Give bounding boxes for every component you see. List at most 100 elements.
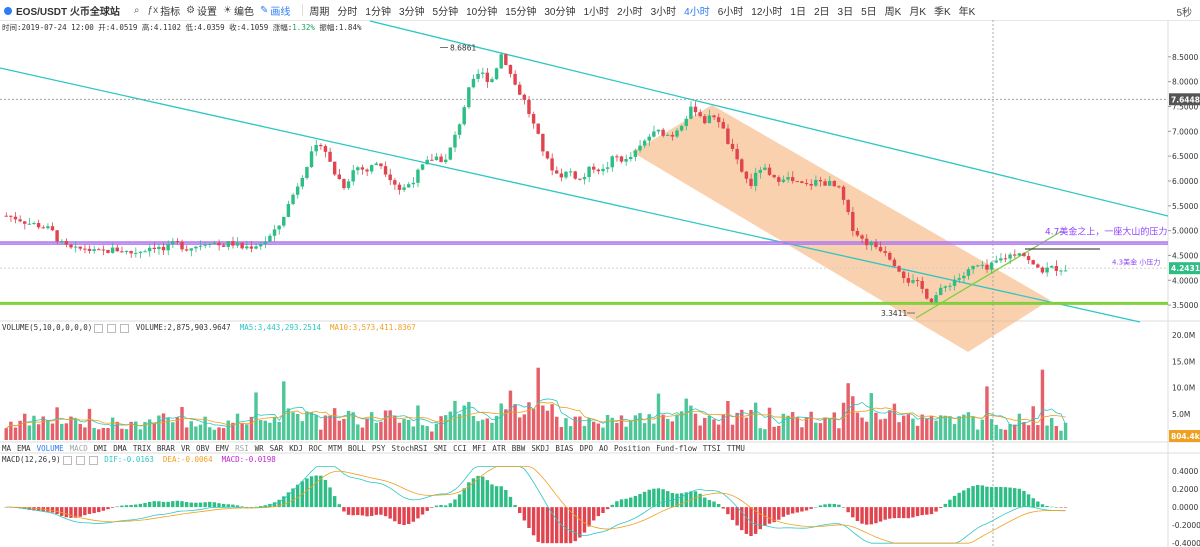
indicator-tab-mtm[interactable]: MTM [328,444,342,453]
theme-button[interactable]: ☀ 编色 [223,3,254,18]
indicator-button[interactable]: ƒx 指标 [148,3,181,18]
period-12[interactable]: 12小时 [751,6,783,18]
indicator-tab-skdj[interactable]: SKDJ [531,444,550,453]
candle-body-22 [106,249,110,253]
visibility-icon[interactable] [62,455,72,465]
candle-body-227 [1054,266,1059,271]
volume-bar-82 [383,410,388,440]
macd-name: MACD(12,26,9) [2,455,61,464]
period-4[interactable]: 10分钟 [466,6,498,18]
indicator-tab-boll[interactable]: BOLL [347,444,366,453]
indicator-tab-obv[interactable]: OBV [195,444,210,453]
indicator-tab-bbw[interactable]: BBW [511,444,526,453]
period-5[interactable]: 15分钟 [505,6,537,18]
indicator-tab-atr[interactable]: ATR [492,444,506,453]
period-15[interactable]: 3日 [837,6,854,18]
period-16[interactable]: 5日 [861,6,877,18]
period-17[interactable]: 周K [884,6,902,18]
indicator-tab-rsi[interactable]: RSI [235,444,249,453]
indicator-tab-ma[interactable]: MA [2,444,12,453]
macd-bar-225 [1045,505,1049,508]
indicator-tab-roc[interactable]: ROC [308,444,323,453]
period-10[interactable]: 4小时 [684,6,710,18]
period-13[interactable]: 1日 [790,6,806,18]
candle-body-52 [245,246,249,249]
volume-bar-60 [282,381,286,440]
period-14[interactable]: 2日 [813,6,830,18]
period-8[interactable]: 2小时 [617,6,643,18]
volume-bar-99 [462,405,466,440]
indicator-tab-vr[interactable]: VR [180,444,190,453]
indicator-tab-volume[interactable]: VOLUME [36,444,64,453]
macd-bar-128 [596,507,601,517]
indicator-tab-dmi[interactable]: DMI [93,444,108,453]
period-0[interactable]: 分时 [337,6,358,18]
period-menu-label[interactable]: 周期 [309,6,330,18]
indicator-tab-kdj[interactable]: KDJ [289,444,303,453]
refresh-interval[interactable]: 5秒 [1176,8,1192,19]
indicator-tab-sar[interactable]: SAR [269,444,284,453]
indicator-tab-macd[interactable]: MACD [69,444,88,453]
visibility-icon[interactable] [94,323,104,333]
macd-bar-145 [675,493,679,508]
indicator-tab-dpo[interactable]: DPO [579,444,593,453]
period-20[interactable]: 年K [958,6,976,18]
candle-body-101 [471,78,476,88]
macd-bar-0 [4,507,8,508]
search-button[interactable]: ⌕ [134,5,142,16]
volume-bar-103 [480,419,485,440]
macd-bar-125 [582,507,587,533]
info-amp: 振幅:1.84% [319,23,362,32]
indicator-tab-ema[interactable]: EMA [17,444,31,453]
period-9[interactable]: 3小时 [650,6,677,18]
indicator-tab-wr[interactable]: WR [254,444,264,453]
volume-bar-21 [101,427,106,440]
indicator-tab-brar[interactable]: BRAR [156,444,175,453]
macd-bar-226 [1049,506,1054,508]
settings-small-icon[interactable] [107,323,117,333]
pair-title[interactable]: EOS/USDT 火币全球站 [4,3,120,18]
candle-body-125 [582,177,587,180]
indicator-tab-mfi[interactable]: MFI [472,444,487,453]
candle-body-53 [249,246,254,249]
indicator-tab-ttmu[interactable]: TTMU [726,444,745,453]
period-2[interactable]: 3分钟 [398,6,425,18]
period-6[interactable]: 30分钟 [544,6,576,18]
volume-bar-132 [615,422,619,440]
indicator-tab-bias[interactable]: BIAS [555,444,574,453]
indicator-tab-stochrsi[interactable]: StochRSI [391,444,428,453]
candle-body-104 [485,72,490,82]
settings-small-icon[interactable] [75,455,85,465]
close-small-icon[interactable] [88,455,98,465]
close-small-icon[interactable] [120,323,130,333]
indicator-tab-emv[interactable]: EMV [215,444,230,453]
candle-body-170 [790,177,795,182]
volume-bar-36 [171,422,175,440]
period-11[interactable]: 6小时 [717,6,744,18]
indicator-tab-position[interactable]: Position [614,444,651,453]
period-18[interactable]: 月K [909,6,926,18]
settings-button[interactable]: ⚙ 设置 [186,3,217,18]
theme-label: 编色 [234,6,255,18]
volume-bar-35 [166,417,170,440]
volume-bar-120 [559,427,564,440]
indicator-tab-cci[interactable]: CCI [453,444,467,453]
candle-body-26 [124,250,129,252]
indicator-tab-smi[interactable]: SMI [433,444,448,453]
volume-bar-22 [106,428,110,440]
price-tick-label: 6.5000 [1172,152,1198,161]
indicator-tab-ttsi[interactable]: TTSI [702,444,721,453]
period-7[interactable]: 1小时 [583,6,610,18]
draw-button[interactable]: ✎ 画线 [260,3,290,18]
period-3[interactable]: 5分钟 [432,6,459,18]
candle-body-103 [480,72,485,74]
indicator-tab-psy[interactable]: PSY [371,444,386,453]
indicator-tab-trix[interactable]: TRIX [132,444,151,453]
indicator-tab-ao[interactable]: AO [598,444,609,453]
indicator-tab-fund-flow[interactable]: Fund-flow [656,444,697,453]
period-1[interactable]: 1分钟 [365,6,391,18]
candle-body-43 [203,244,207,246]
period-19[interactable]: 季K [934,6,951,18]
indicator-tab-dma[interactable]: DMA [113,444,127,453]
